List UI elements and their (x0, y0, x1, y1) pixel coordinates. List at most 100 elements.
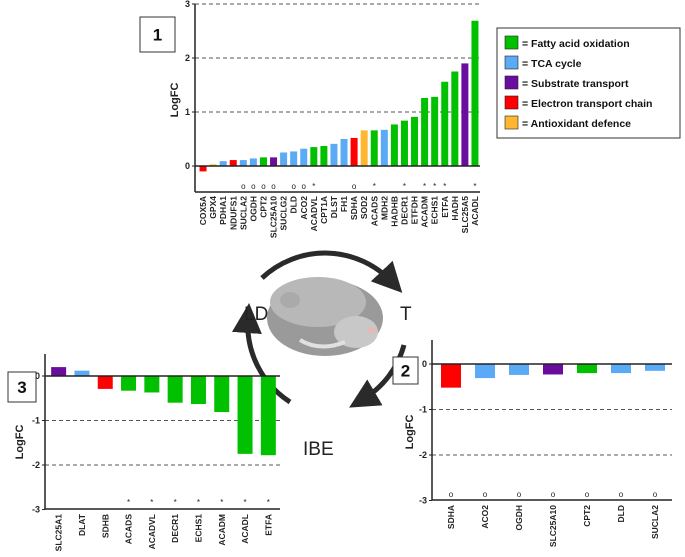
x-tick-label: ECHS1 (430, 196, 440, 225)
legend-swatch-tca (504, 55, 519, 70)
y-tick-label: -1 (32, 416, 40, 426)
x-tick-label: ETFA (440, 196, 450, 218)
x-tick-label: OGDH (514, 505, 524, 531)
y-tick-label: -2 (419, 450, 427, 460)
significance-marker: o (352, 182, 357, 191)
x-tick-label: ETFA (263, 514, 273, 536)
y-tick-label: 0 (185, 161, 190, 171)
x-tick-label: SLC25A1 (54, 514, 64, 552)
significance-marker: o (483, 490, 488, 499)
significance-marker: * (312, 182, 315, 191)
significance-marker: * (127, 498, 130, 507)
arrow-ld-to-t (260, 250, 403, 293)
y-tick-label: 2 (185, 53, 190, 63)
bar-decr1 (400, 120, 408, 166)
legend-swatch-fao (504, 35, 519, 50)
x-tick-label: ETFDH (410, 196, 420, 224)
arrow-t-to-ibe (349, 344, 407, 408)
bar-gpx4 (209, 164, 217, 166)
x-tick-label: GPX4 (208, 196, 218, 219)
significance-marker: * (174, 498, 177, 507)
x-tick-label: ACADL (470, 196, 480, 226)
bar-slc25a10 (270, 157, 278, 166)
bar-cpt2 (577, 364, 597, 374)
significance-marker: o (261, 182, 266, 191)
x-tick-label: SUCLA2 (650, 505, 660, 539)
bar-ndufs1 (229, 160, 237, 166)
bar-dlat (74, 370, 90, 376)
significance-marker: o (653, 490, 658, 499)
bar-mdh2 (380, 129, 388, 166)
panel-number: 1 (153, 26, 162, 45)
x-tick-label: ACO2 (299, 196, 309, 220)
y-axis-label: LogFC (14, 425, 26, 460)
bar-etfa (441, 81, 449, 166)
bar-acadm (421, 97, 429, 166)
x-tick-label: PDHA1 (218, 196, 228, 225)
significance-marker: * (373, 182, 376, 191)
bar-acadl (471, 20, 479, 166)
x-tick-label: SDHA (446, 505, 456, 529)
significance-marker: * (433, 182, 436, 191)
bar-acadvl (310, 147, 318, 166)
legend-swatch-antiox (504, 115, 519, 130)
chart-panel-1: COX5A GPX4 PDHA1 NDUFS1 SUCLA2oOGDHoCPT2oSLC… (139, 0, 480, 238)
x-tick-label: CPT1A (319, 196, 329, 224)
x-tick-label: SLC25A5 (460, 196, 470, 234)
bar-etfdh (411, 116, 419, 166)
significance-marker: o (517, 490, 522, 499)
x-tick-label: MDH2 (379, 196, 389, 220)
x-tick-label: OGDH (248, 196, 258, 222)
bar-fh1 (340, 139, 348, 166)
bar-pdha1 (219, 161, 227, 166)
bar-sod2 (360, 130, 368, 166)
stage-label-ibe: IBE (303, 439, 334, 460)
x-tick-label: SLC25A10 (548, 505, 558, 547)
significance-marker: * (267, 498, 270, 507)
bar-acads (370, 130, 378, 166)
x-tick-label: ACADVL (309, 196, 319, 231)
x-tick-label: NDUFS1 (228, 196, 238, 230)
panel-number-box (139, 16, 176, 53)
significance-marker: * (220, 498, 223, 507)
panel-number: 3 (17, 378, 26, 397)
x-tick-label: ACADL (240, 514, 250, 544)
significance-marker: o (291, 182, 296, 191)
y-axis-label: LogFC (404, 415, 416, 450)
x-tick-label: SDHA (349, 196, 359, 220)
x-tick-label: ACADM (217, 514, 227, 546)
y-axis-label: LogFC (169, 83, 181, 118)
significance-marker: * (403, 182, 406, 191)
y-tick-label: -3 (32, 505, 40, 515)
x-tick-label: SLC25A10 (269, 196, 279, 238)
bar-suclg2 (280, 152, 288, 166)
x-tick-label: HADHB (389, 196, 399, 227)
bar-cpt1a (320, 146, 328, 166)
bar-decr1 (167, 376, 183, 403)
stage-label-ld: LD (244, 304, 268, 325)
bar-slc25a1 (51, 367, 67, 376)
x-tick-label: DLAT (77, 513, 87, 536)
panel-number-box (7, 371, 37, 403)
bar-dld (611, 364, 631, 374)
significance-marker: o (241, 182, 246, 191)
significance-marker: * (243, 498, 246, 507)
significance-marker: o (551, 490, 556, 499)
significance-marker: * (197, 498, 200, 507)
bar-hadhb (390, 124, 398, 166)
x-tick-label: ECHS1 (193, 514, 203, 543)
significance-marker: o (619, 490, 624, 499)
y-tick-label: -2 (32, 460, 40, 470)
x-tick-label: HADH (450, 196, 460, 221)
y-tick-label: 1 (185, 107, 190, 117)
significance-marker: o (585, 490, 590, 499)
x-tick-label: ACADM (420, 196, 430, 228)
x-tick-label: ACADS (369, 196, 379, 227)
bar-acadvl (144, 376, 160, 393)
significance-marker: o (449, 490, 454, 499)
bar-ogdh (509, 364, 529, 375)
x-tick-label: DLST (329, 195, 339, 218)
y-tick-label: 3 (185, 0, 190, 9)
significance-marker: o (302, 182, 307, 191)
x-tick-label: SUCLA2 (238, 196, 248, 230)
